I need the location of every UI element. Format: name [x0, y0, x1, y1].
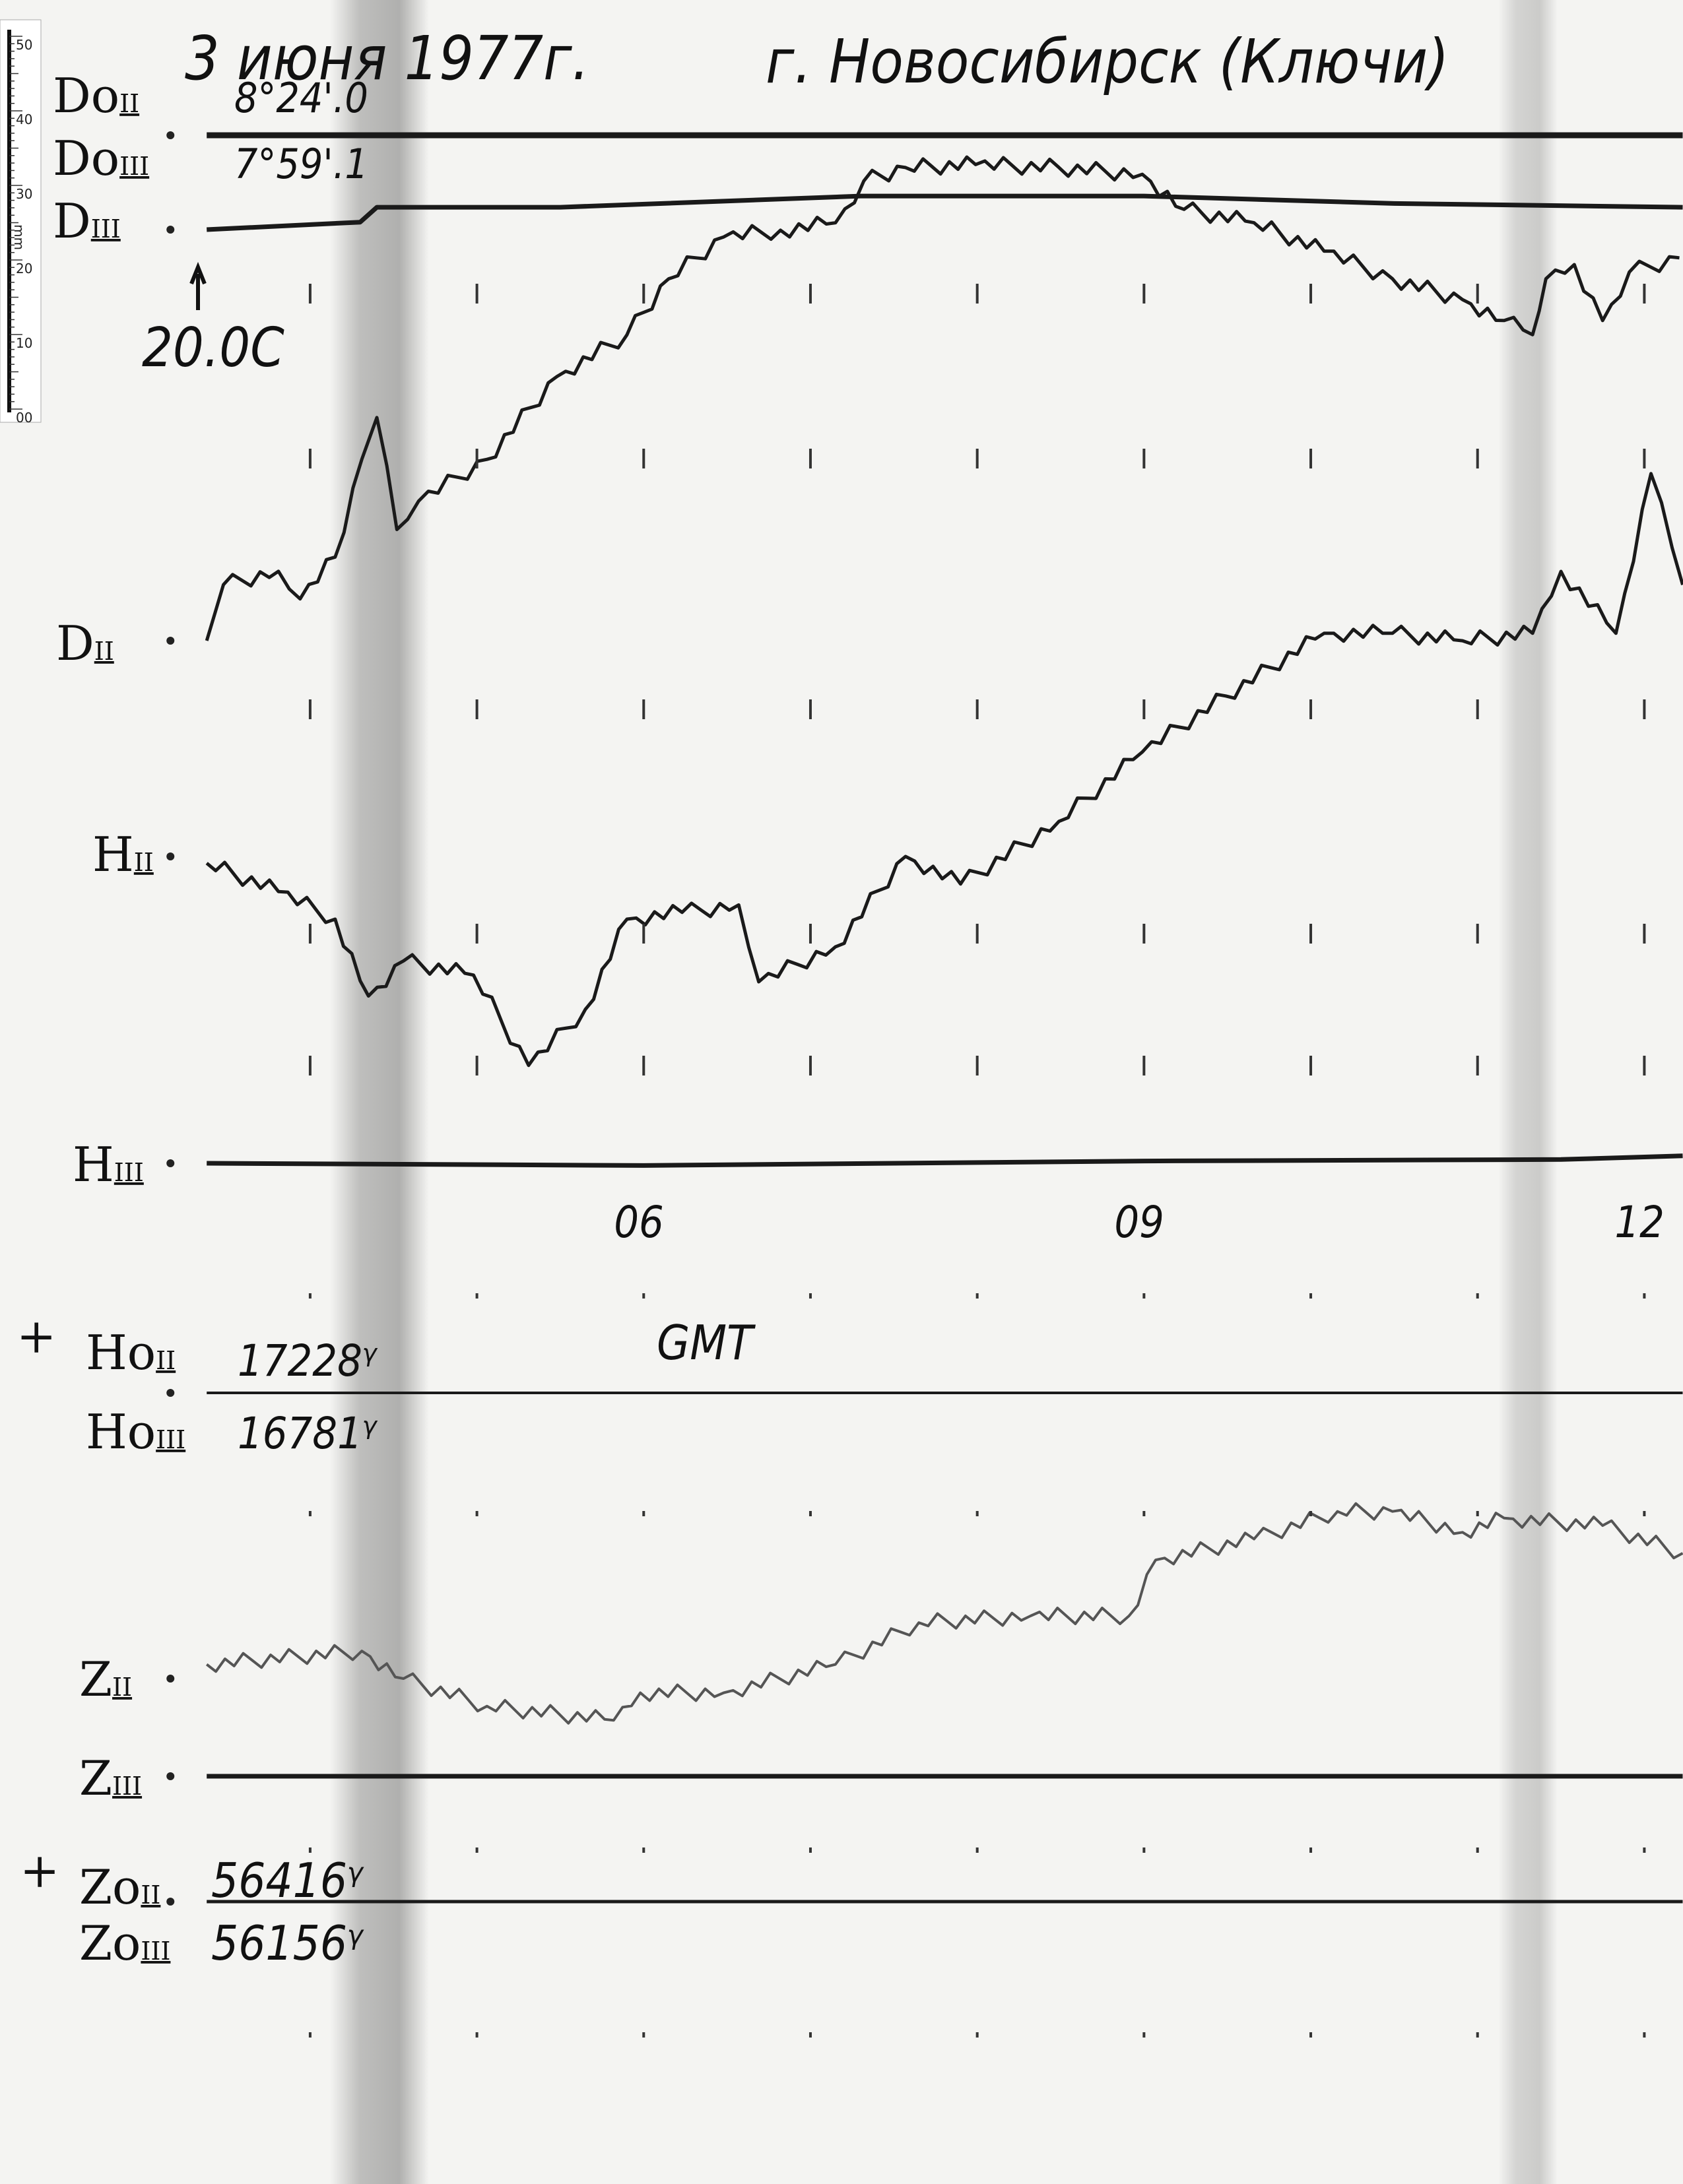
zo3-value: 56156ᵞ: [211, 1915, 364, 1971]
ruler-label: 10: [16, 335, 32, 351]
ho2-value: 17228ᵞ: [238, 1335, 378, 1386]
label-d3: DIII: [53, 193, 121, 249]
ruler-label: 40: [16, 112, 32, 127]
x-tick-label: 12: [1614, 1197, 1665, 1248]
ruler-label: 00: [16, 410, 32, 426]
temperature-label: 20.0C: [142, 317, 284, 379]
shadow-band: [1498, 0, 1558, 2184]
label-z3: ZIII: [79, 1750, 142, 1806]
baseline-dot: [166, 1898, 175, 1906]
do2-value: 8°24'.0: [234, 74, 368, 122]
shadow-band: [330, 0, 429, 2184]
ruler-label: 50: [16, 37, 32, 53]
trace-h-ii: [205, 472, 1683, 1068]
arrow-up-icon: [189, 261, 207, 310]
plus-sign: +: [16, 1308, 56, 1364]
date-title: 3 июня 1977г.: [185, 23, 589, 94]
zo2-value: 56416ᵞ: [211, 1853, 364, 1908]
trace-h-iii: [207, 1153, 1683, 1168]
baseline-dot: [166, 852, 175, 860]
do3-value: 7°59'.1: [234, 140, 368, 188]
label-zo2: ZoII: [79, 1859, 160, 1915]
label-ho3: HoIII: [86, 1404, 185, 1460]
ho3-value: 16781ᵞ: [238, 1408, 378, 1459]
mm-ruler: 50 40 30 20 10 00 mm: [0, 19, 42, 426]
traces: [166, 131, 1683, 1906]
trace-d-iii: [207, 193, 1683, 232]
label-d2: DII: [56, 616, 114, 671]
baseline-dot: [166, 637, 175, 645]
label-ho2: HoII: [86, 1325, 176, 1380]
label-h2: HII: [92, 827, 154, 882]
hour-marks: [308, 284, 1646, 2038]
x-tick-label: 09: [1114, 1197, 1164, 1248]
ruler-label: 20: [16, 261, 32, 276]
baseline-dot: [166, 1159, 175, 1167]
baseline-dot: [166, 226, 175, 234]
label-zo3: ZoIII: [79, 1915, 170, 1971]
trace-d-ii: [205, 155, 1680, 641]
baseline-dot: [166, 1772, 175, 1780]
baseline-dot: [166, 1675, 175, 1683]
label-do2: DoII: [53, 68, 139, 123]
ruler-label: 30: [16, 186, 32, 202]
label-h3: HIII: [73, 1137, 144, 1192]
trace-z-ii: [205, 1502, 1683, 1725]
x-tick-label: 06: [614, 1197, 664, 1248]
place-title: г. Новосибирск (Ключи): [766, 26, 1449, 97]
baseline-dot: [166, 131, 175, 139]
plus-sign: +: [20, 1843, 59, 1898]
baseline-dot: [166, 1389, 175, 1397]
label-z2: ZII: [79, 1652, 132, 1707]
x-axis-label: GMT: [657, 1315, 756, 1370]
label-do3: DoIII: [53, 131, 149, 186]
ruler-unit: mm: [11, 224, 27, 250]
